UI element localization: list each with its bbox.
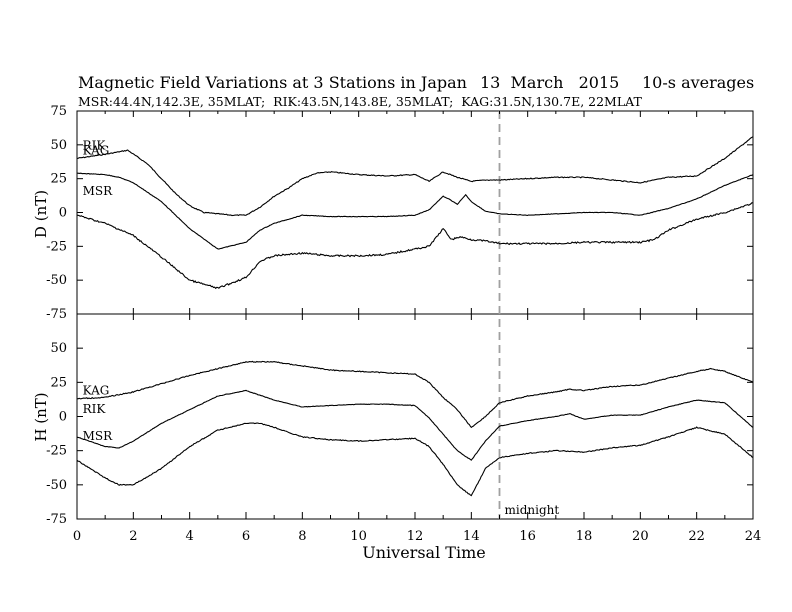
trace-d-rik	[77, 172, 754, 250]
x-tick-label: 14	[463, 529, 480, 544]
trace-h-msr	[76, 422, 754, 497]
y-tick-label: 50	[50, 138, 67, 153]
trace-h-rik	[76, 389, 754, 461]
x-tick-label: 20	[632, 529, 649, 544]
x-tick-label: 16	[519, 529, 536, 544]
x-tick-label: 8	[298, 529, 306, 544]
y-tick-label: 50	[50, 341, 67, 356]
x-tick-label: 24	[745, 529, 762, 544]
x-tick-label: 22	[688, 529, 705, 544]
y-tick-label: -50	[46, 273, 67, 288]
y-tick-label: 0	[59, 410, 67, 425]
trace-d-msr	[76, 202, 754, 290]
x-tick-label: 18	[576, 529, 593, 544]
x-tick-label: 10	[350, 529, 367, 544]
series-label-msr: MSR	[83, 184, 114, 198]
series-label-kag: KAG	[83, 143, 110, 157]
h-panel-frame	[76, 313, 754, 520]
data-traces	[76, 136, 754, 497]
y-tick-label: -75	[46, 512, 67, 527]
x-tick-label: 4	[186, 529, 194, 544]
x-axis-label: Universal Time	[362, 543, 485, 562]
midnight-label: midnight	[505, 503, 560, 517]
chart-title: Magnetic Field Variations at 3 Stations …	[78, 73, 467, 92]
h-axis-label: H (nT)	[32, 392, 50, 441]
d-axis-label: D (nT)	[32, 190, 50, 238]
y-tick-label: -50	[46, 478, 67, 493]
y-tick-label: 25	[50, 172, 67, 187]
trace-h-kag	[76, 360, 754, 429]
y-tick-label: 0	[59, 206, 67, 221]
series-label-kag: KAG	[83, 384, 110, 398]
y-tick-label: -75	[46, 307, 67, 322]
series-label-rik: RIK	[83, 138, 107, 152]
y-tick-label: 75	[50, 104, 67, 119]
y-tick-label: -25	[46, 444, 67, 459]
x-tick-label: 0	[73, 529, 81, 544]
x-tick-label: 12	[407, 529, 424, 544]
y-tick-label: 25	[50, 375, 67, 390]
trace-d-kag	[76, 136, 754, 217]
x-tick-label: 2	[129, 529, 137, 544]
stations-info: MSR:44.4N,142.3E, 35MLAT; RIK:43.5N,143.…	[78, 94, 642, 109]
chart-date: 13 March 2015	[480, 73, 619, 92]
y-tick-label: -25	[46, 239, 67, 254]
x-tick-label: 6	[242, 529, 250, 544]
series-label-msr: MSR	[83, 429, 114, 443]
series-label-rik: RIK	[83, 402, 107, 416]
axis-ticks: 0 2 4 6 8 10 12 14 16 18 20 22 247550250-25-50-75502…	[46, 104, 761, 544]
chart-averaging: 10-s averages	[642, 73, 754, 92]
